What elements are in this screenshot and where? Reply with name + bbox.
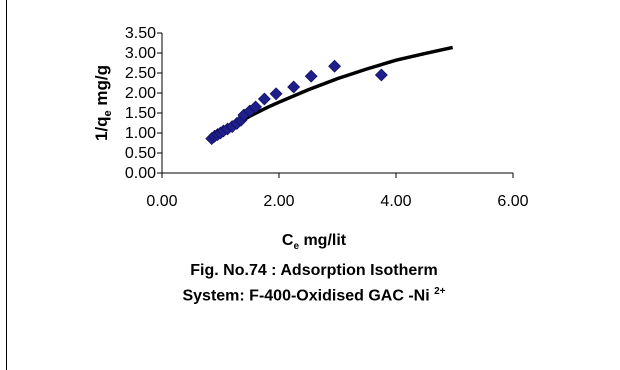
y-tick-label: 1.50: [125, 105, 156, 122]
chart-plot: 0.00 0.50 1.00 1.50 2.00 2.50 3.00 3.50 0.00 2.00…: [92, 25, 529, 210]
x-tick-label: 2.00: [263, 193, 294, 210]
data-point: [304, 69, 318, 83]
axes: [157, 32, 514, 178]
trend-line: [207, 45, 454, 142]
y-tick-label: 1.00: [125, 125, 156, 142]
data-points: [205, 59, 388, 146]
data-point: [269, 87, 283, 101]
y-tick-label: 3.50: [125, 25, 156, 42]
y-tick-label: 0.00: [125, 165, 156, 182]
data-point: [257, 92, 271, 106]
y-axis-label: 1/qe mg/g: [92, 65, 114, 141]
x-tick-label: 6.00: [497, 193, 528, 210]
data-point: [249, 100, 263, 114]
y-tick-label: 3.00: [125, 45, 156, 62]
y-tick-label: 2.00: [125, 85, 156, 102]
chart-frame: 0.00 0.50 1.00 1.50 2.00 2.50 3.00 3.50 0.00 2.00…: [6, 0, 620, 370]
y-tick-label: 2.50: [125, 65, 156, 82]
caption-line-1: Fig. No.74 : Adsorption Isotherm: [190, 262, 438, 279]
data-point: [374, 68, 388, 82]
y-tick-label: 0.50: [125, 145, 156, 162]
x-axis-label: Ce mg/lit: [281, 232, 347, 253]
x-tick-label: 4.00: [380, 193, 411, 210]
data-point: [287, 80, 301, 94]
data-point: [328, 59, 341, 73]
tick-labels: 0.00 0.50 1.00 1.50 2.00 2.50 3.00 3.50 0.00 2.00…: [125, 25, 529, 210]
figure-caption: Fig. No.74 : Adsorption Isotherm System:…: [7, 260, 620, 306]
caption-line-2: System: F-400-Oxidised GAC -Ni 2+: [182, 286, 446, 305]
x-tick-label: 0.00: [146, 193, 177, 210]
